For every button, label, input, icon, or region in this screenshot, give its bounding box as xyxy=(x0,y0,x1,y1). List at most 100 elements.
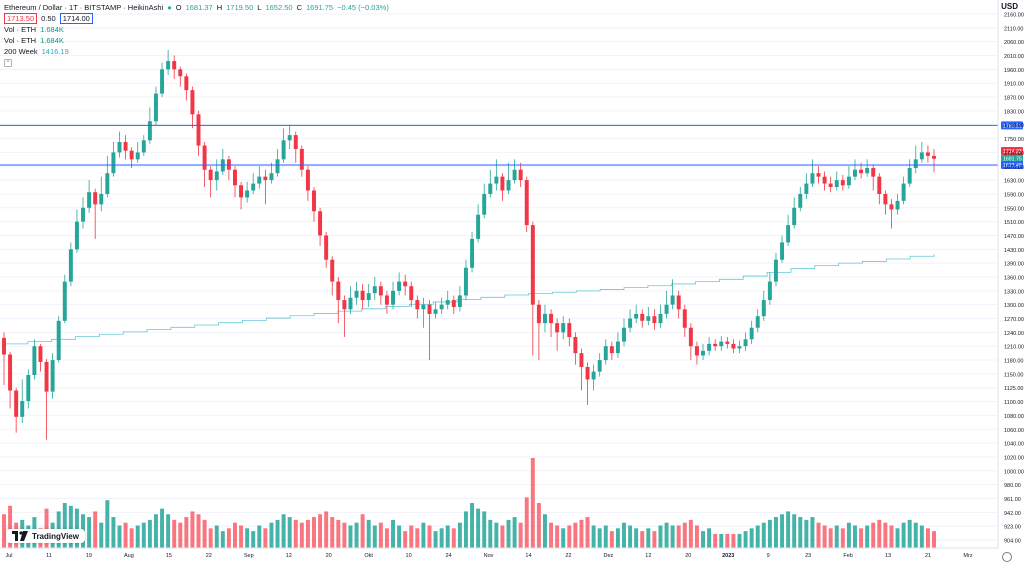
volume-bar xyxy=(725,533,730,548)
time-axis: Jul 11 19 Aug 15 22 Sep 12 20 Okt 10 24 Nov 14 22 Dez 12… xyxy=(0,547,998,559)
volume-bar xyxy=(153,514,158,548)
candle-body xyxy=(694,346,699,356)
price-label-box xyxy=(1001,161,1023,170)
price-tick-label: 1020.00 xyxy=(1004,455,1024,461)
volume-bar xyxy=(409,525,414,548)
price-tick-label: 1630.00 xyxy=(1004,179,1024,185)
currency-label[interactable]: USD xyxy=(1001,2,1018,11)
volume-bar xyxy=(767,519,772,548)
candle-body xyxy=(251,183,256,191)
volume-bar xyxy=(226,528,231,548)
volume-bar xyxy=(731,533,736,548)
collapse-legend-icon[interactable]: ^ xyxy=(4,59,12,67)
price-tick-label: 1060.00 xyxy=(1004,428,1024,434)
candle-body xyxy=(476,214,481,239)
volume-bar xyxy=(129,528,134,548)
candle-body xyxy=(719,341,724,347)
candle-body xyxy=(233,169,237,186)
candle-body xyxy=(160,69,165,94)
indicator-value: 1416.19 xyxy=(41,47,69,56)
price-tick-label: 1330.00 xyxy=(1004,289,1024,295)
candle-body xyxy=(8,354,13,391)
candle-body xyxy=(178,69,183,77)
volume-bar xyxy=(117,525,122,548)
candle-body xyxy=(293,135,298,149)
volume-bar xyxy=(378,522,383,548)
candle-body xyxy=(415,300,420,310)
ma-line xyxy=(4,254,935,345)
candle-body xyxy=(518,169,523,181)
price-tick-label: 1910.00 xyxy=(1004,82,1024,88)
ohlc-close: 1691.75 xyxy=(305,3,334,12)
candle-body xyxy=(810,173,815,184)
volume-bar xyxy=(166,514,171,548)
time-tick-label: 12 xyxy=(286,553,292,559)
volume-bar xyxy=(190,511,195,548)
volume-bar xyxy=(330,517,335,548)
candle-body xyxy=(93,192,98,205)
candle-body xyxy=(433,309,438,314)
candle-body xyxy=(646,316,651,321)
tradingview-logo[interactable]: TradingView xyxy=(6,529,85,543)
volume-bar xyxy=(476,508,481,548)
candle-body xyxy=(543,313,547,324)
candle-body xyxy=(44,361,49,392)
volume-bar xyxy=(263,528,268,548)
candle-body xyxy=(324,235,329,260)
candle-body xyxy=(457,295,462,307)
volume-bar xyxy=(834,525,839,548)
volume-bar xyxy=(384,528,389,548)
candle-body xyxy=(567,323,572,337)
volume-bar xyxy=(293,519,298,548)
indicator-volume-2[interactable]: Vol · ETH 1.684K xyxy=(4,35,389,46)
volume-bar xyxy=(859,528,864,548)
price-label-text: 1788.21 xyxy=(1003,123,1022,129)
volume-bar xyxy=(907,519,912,548)
price-tick-label: 1240.00 xyxy=(1004,331,1024,337)
volume-bar xyxy=(415,528,420,548)
candle-body xyxy=(622,327,626,342)
indicator-volume-1[interactable]: Vol · ETH 1.684K xyxy=(4,24,389,35)
volume-bar xyxy=(403,531,408,548)
volume-bar xyxy=(135,525,140,548)
volume-bar xyxy=(694,525,699,548)
sell-button[interactable]: 1713.50 xyxy=(4,13,38,24)
price-tick-label: 1360.00 xyxy=(1004,276,1024,282)
price-label-box xyxy=(1001,154,1023,163)
price-tick-label: 1670.00 xyxy=(1004,165,1024,171)
indicator-200-week[interactable]: 200 Week 1416.19 xyxy=(4,46,389,57)
candle-body xyxy=(409,286,414,301)
candle-body xyxy=(488,183,493,194)
volume-bar xyxy=(743,531,748,548)
volume-bar xyxy=(658,525,663,548)
volume-bar xyxy=(780,514,785,548)
volume-bar xyxy=(597,528,602,548)
candle-body xyxy=(877,176,882,194)
candle-body xyxy=(378,286,383,296)
candle-body xyxy=(634,313,639,319)
volume-bar xyxy=(457,522,462,548)
candle-body xyxy=(701,350,705,356)
symbol-title[interactable]: Ethereum / Dollar · 1T · BITSTAMP · Heik… xyxy=(4,3,164,12)
settings-gear-icon[interactable] xyxy=(1002,552,1012,562)
candle-body xyxy=(615,341,620,354)
volume-bar xyxy=(111,517,116,548)
candle-body xyxy=(761,300,766,317)
candle-body xyxy=(932,155,936,159)
price-tick-label: 2110.00 xyxy=(1004,26,1023,32)
buy-button[interactable]: 1714.00 xyxy=(59,13,93,24)
volume-bar xyxy=(463,511,468,548)
indicator-value: 1.684K xyxy=(40,25,64,34)
time-tick-label: 13 xyxy=(885,553,891,559)
price-tick-label: 1125.00 xyxy=(1004,386,1023,392)
candle-body xyxy=(555,323,560,333)
candle-body xyxy=(451,300,456,307)
candle-body xyxy=(117,142,122,153)
candle-body xyxy=(773,259,778,282)
volume-bar xyxy=(68,505,73,548)
candle-body xyxy=(336,281,341,301)
candle-body xyxy=(62,281,67,321)
price-tick-label: 1210.00 xyxy=(1004,345,1024,351)
volume-bar xyxy=(44,508,49,548)
